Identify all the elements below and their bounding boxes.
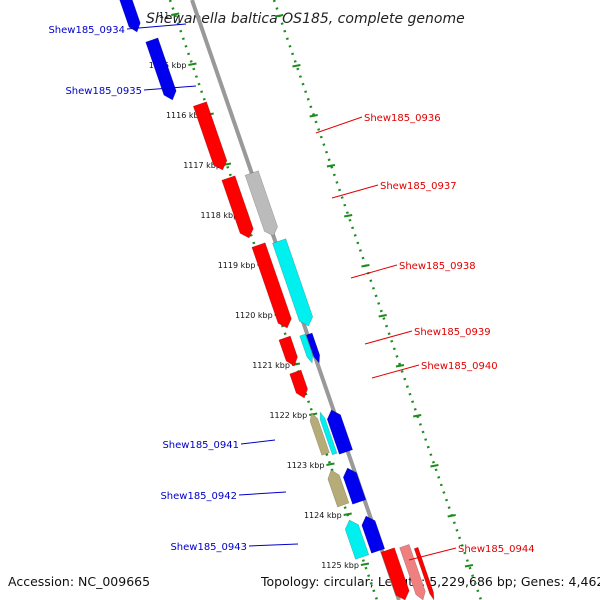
kbp-tick-right <box>447 514 456 518</box>
gene-label-shew185_0934[interactable]: Shew185_0934 <box>48 25 125 36</box>
gene-leader-line <box>315 116 363 134</box>
kbp-label: 1121 kbp <box>252 361 290 370</box>
gene-arrow[interactable] <box>117 0 141 33</box>
kbp-label: 1116 kbp <box>166 111 204 120</box>
gene-arrow[interactable] <box>272 238 314 327</box>
kbp-tick-right <box>343 214 353 218</box>
gene-label-shew185_0939[interactable]: Shew185_0939 <box>414 327 491 338</box>
kbp-tick-right <box>361 264 370 268</box>
gene-arrow[interactable] <box>380 547 410 600</box>
gene-leader-line <box>240 439 276 445</box>
gene-arrow[interactable] <box>192 101 228 171</box>
gene-arrow[interactable] <box>413 546 435 600</box>
kbp-tick-left <box>170 12 180 16</box>
gene-arrow[interactable] <box>344 519 370 560</box>
kbp-tick-right <box>274 14 284 18</box>
gene-leader-line <box>364 330 413 345</box>
kbp-tick-left <box>188 62 197 66</box>
gene-arrow[interactable] <box>251 242 292 329</box>
gene-label-shew185_0936[interactable]: Shew185_0936 <box>364 113 441 124</box>
gene-arrow[interactable] <box>289 369 308 399</box>
kbp-label: 1119 kbp <box>218 261 256 270</box>
kbp-tick-left <box>308 412 318 416</box>
gene-arrow[interactable] <box>342 467 367 505</box>
kbp-label: 1120 kbp <box>235 311 273 320</box>
genome-title: Shewanella baltica OS185, complete genom… <box>146 11 465 27</box>
kbp-label: 1122 kbp <box>269 411 307 420</box>
kbp-tick-right <box>464 564 474 568</box>
gene-label-shew185_0938[interactable]: Shew185_0938 <box>399 261 476 272</box>
gene-label-shew185_0937[interactable]: Shew185_0937 <box>380 181 457 192</box>
gene-arrows <box>117 0 435 600</box>
topology-text: Topology: circular; Length: 5,229,686 bp… <box>260 574 600 589</box>
kbp-tick-left <box>343 512 352 516</box>
gene-arrow[interactable] <box>299 333 314 364</box>
kbp-tick-right <box>326 164 336 168</box>
kbp-tick-right <box>395 364 405 368</box>
scale-ticks: 11 1115 kbp 1116 kbp 1117 kbp 1118 kbp 1119 k… <box>149 11 474 570</box>
gene-arrow[interactable] <box>319 411 338 456</box>
gene-leader-line <box>350 264 398 279</box>
gene-arrow[interactable] <box>306 332 321 364</box>
kbp-tick-right <box>292 64 301 68</box>
gene-arrow[interactable] <box>327 469 350 508</box>
gene-arrow[interactable] <box>244 170 278 237</box>
gene-leader-line <box>408 547 457 561</box>
kbp-tick-right <box>412 414 422 418</box>
gene-arrow[interactable] <box>309 412 330 456</box>
gene-label-shew185_0935[interactable]: Shew185_0935 <box>65 86 142 97</box>
gene-label-shew185_0942[interactable]: Shew185_0942 <box>160 491 237 502</box>
gene-leader-line <box>126 23 187 30</box>
gene-leader-line <box>238 491 287 496</box>
kbp-label: 1115 kbp <box>149 61 187 70</box>
kbp-label: 1117 kbp <box>183 161 221 170</box>
gene-leader-line <box>371 364 420 379</box>
gene-leader-line <box>248 543 299 547</box>
kbp-tick-right <box>378 314 387 318</box>
gene-arrow[interactable] <box>278 335 298 367</box>
gene-label-shew185_0944[interactable]: Shew185_0944 <box>458 544 535 555</box>
kbp-label: 1118 kbp <box>200 211 238 220</box>
kbp-label: 1123 kbp <box>287 461 325 470</box>
gene-label-shew185_0943[interactable]: Shew185_0943 <box>170 542 247 553</box>
gene-arrow[interactable] <box>361 515 386 554</box>
kbp-label: 1125 kbp <box>321 561 359 570</box>
kbp-label: 11 <box>159 11 169 20</box>
gene-label-shew185_0941[interactable]: Shew185_0941 <box>162 440 239 451</box>
gene-arrow[interactable] <box>221 175 254 239</box>
right-dotted-track <box>272 0 483 600</box>
kbp-tick-right <box>430 464 439 468</box>
gene-arrow[interactable] <box>399 544 426 600</box>
gene-label-shew185_0940[interactable]: Shew185_0940 <box>421 361 498 372</box>
gene-arrow[interactable] <box>326 409 353 455</box>
gene-arrow[interactable] <box>145 37 177 101</box>
kbp-label: 1124 kbp <box>304 511 342 520</box>
gene-leader-line <box>331 184 379 199</box>
kbp-tick-left <box>360 562 370 566</box>
kbp-tick-left <box>326 462 335 466</box>
track-lines <box>168 0 483 600</box>
gene-leader-line <box>143 85 197 91</box>
gene-labels: Shew185_0934 Shew185_0935 Shew185_0941 Shew… <box>48 23 535 561</box>
accession-text: Accession: NC_009665 <box>8 574 150 589</box>
kbp-tick-right <box>309 114 318 118</box>
